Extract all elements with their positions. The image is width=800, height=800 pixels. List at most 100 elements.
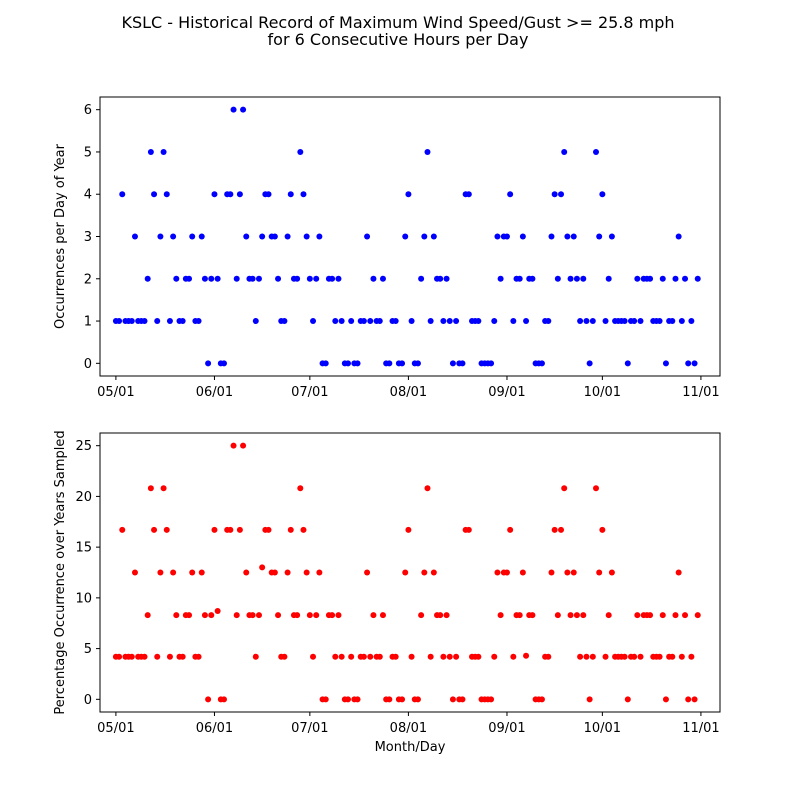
data-point bbox=[529, 275, 536, 282]
data-point bbox=[271, 569, 278, 576]
data-point bbox=[424, 148, 431, 155]
data-point bbox=[287, 526, 294, 533]
y-tick-label: 3 bbox=[84, 230, 92, 245]
data-point bbox=[551, 191, 558, 198]
data-point bbox=[329, 612, 336, 619]
data-point bbox=[621, 318, 628, 325]
data-point bbox=[593, 485, 599, 492]
data-point bbox=[186, 612, 193, 619]
data-point bbox=[195, 653, 202, 660]
data-point bbox=[348, 653, 355, 660]
data-point bbox=[240, 106, 247, 113]
data-point bbox=[157, 233, 164, 240]
data-point bbox=[414, 696, 421, 703]
data-point bbox=[201, 612, 208, 619]
data-point bbox=[275, 275, 282, 282]
data-point bbox=[545, 318, 552, 325]
data-point bbox=[189, 569, 196, 576]
data-point bbox=[300, 526, 307, 533]
data-point bbox=[567, 612, 574, 619]
x-tick-label: 08/01 bbox=[390, 721, 427, 736]
data-point bbox=[300, 191, 307, 198]
data-point bbox=[376, 653, 383, 660]
data-point bbox=[545, 653, 552, 660]
data-point bbox=[583, 318, 590, 325]
data-point bbox=[519, 233, 526, 240]
data-point bbox=[405, 191, 412, 198]
data-point bbox=[659, 612, 666, 619]
data-point bbox=[322, 696, 329, 703]
data-point bbox=[338, 318, 345, 325]
data-point bbox=[249, 612, 256, 619]
data-point bbox=[605, 275, 612, 282]
y-tick-label: 15 bbox=[75, 541, 92, 556]
data-point bbox=[281, 318, 288, 325]
data-point bbox=[507, 191, 514, 198]
data-point bbox=[662, 696, 669, 703]
data-point bbox=[144, 275, 151, 282]
data-point bbox=[370, 275, 377, 282]
data-point bbox=[494, 233, 501, 240]
data-point bbox=[437, 612, 444, 619]
data-point bbox=[392, 318, 399, 325]
data-point bbox=[211, 526, 218, 533]
data-point bbox=[414, 360, 421, 367]
data-point bbox=[685, 360, 692, 367]
data-point bbox=[558, 191, 565, 198]
data-point bbox=[589, 318, 596, 325]
data-series bbox=[112, 442, 701, 703]
data-point bbox=[672, 612, 679, 619]
data-point bbox=[440, 318, 447, 325]
data-point bbox=[430, 569, 437, 576]
data-point bbox=[567, 275, 574, 282]
data-point bbox=[173, 275, 180, 282]
data-point bbox=[294, 612, 301, 619]
y-tick-label: 0 bbox=[84, 693, 92, 708]
data-point bbox=[554, 612, 561, 619]
x-tick-label: 08/01 bbox=[390, 385, 427, 400]
data-point bbox=[316, 233, 323, 240]
data-point bbox=[313, 612, 320, 619]
data-point bbox=[284, 569, 291, 576]
data-point bbox=[418, 612, 425, 619]
data-point bbox=[446, 318, 453, 325]
data-point bbox=[459, 696, 466, 703]
data-point bbox=[364, 233, 371, 240]
x-tick-label: 06/01 bbox=[196, 721, 233, 736]
data-point bbox=[255, 275, 262, 282]
data-point bbox=[370, 612, 377, 619]
data-point bbox=[294, 275, 301, 282]
x-tick-label: 09/01 bbox=[488, 721, 525, 736]
data-point bbox=[688, 318, 695, 325]
data-point bbox=[160, 485, 167, 492]
data-point bbox=[128, 318, 135, 325]
figure-title-line1: KSLC - Historical Record of Maximum Wind… bbox=[121, 13, 674, 32]
y-tick-label: 20 bbox=[75, 490, 92, 505]
data-point bbox=[170, 569, 177, 576]
data-point bbox=[656, 653, 663, 660]
data-point bbox=[208, 275, 215, 282]
data-point bbox=[446, 653, 453, 660]
data-point bbox=[637, 653, 644, 660]
data-point bbox=[475, 318, 482, 325]
data-point bbox=[577, 653, 584, 660]
data-point bbox=[163, 526, 170, 533]
data-point bbox=[367, 318, 374, 325]
data-point bbox=[399, 696, 406, 703]
data-point bbox=[166, 318, 173, 325]
data-point bbox=[507, 526, 514, 533]
data-point bbox=[608, 569, 615, 576]
data-point bbox=[154, 653, 161, 660]
data-point bbox=[573, 275, 580, 282]
data-point bbox=[488, 360, 495, 367]
data-point bbox=[510, 318, 517, 325]
data-point bbox=[675, 233, 682, 240]
data-point bbox=[465, 526, 472, 533]
data-point bbox=[198, 233, 205, 240]
data-point bbox=[421, 569, 428, 576]
data-point bbox=[682, 612, 689, 619]
data-point bbox=[437, 275, 444, 282]
data-point bbox=[306, 275, 313, 282]
data-point bbox=[694, 612, 701, 619]
data-point bbox=[214, 275, 221, 282]
